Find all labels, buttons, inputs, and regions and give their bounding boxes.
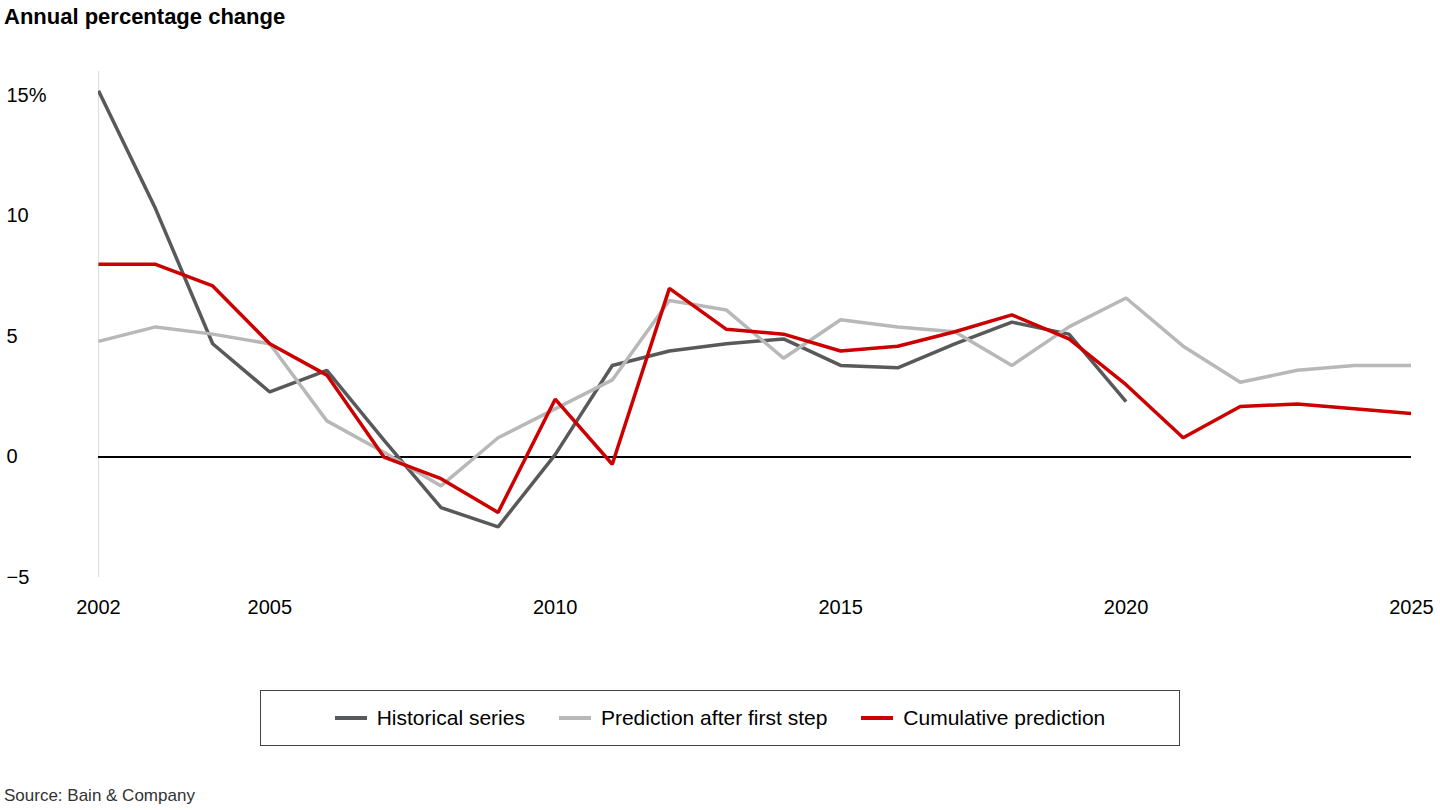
- svg-text:10: 10: [7, 204, 29, 226]
- svg-text:−5: −5: [7, 566, 30, 588]
- svg-text:2020: 2020: [1104, 596, 1149, 618]
- svg-text:15%: 15%: [7, 84, 47, 106]
- html-text:Prediction after first step: Prediction after first step: [600, 706, 828, 729]
- svg-text:0: 0: [7, 445, 18, 467]
- svg-text:5: 5: [7, 325, 18, 347]
- svg-text:2005: 2005: [248, 596, 293, 618]
- svg-text:2010: 2010: [533, 596, 578, 618]
- html-text:Cumulative prediction: Cumulative prediction: [903, 706, 1106, 729]
- html-text:Historical series: Historical series: [376, 706, 525, 729]
- svg-text:2002: 2002: [76, 596, 121, 618]
- svg-text:2015: 2015: [818, 596, 863, 618]
- html-text:Annual percentage change: Annual percentage change: [4, 4, 286, 29]
- html-text:Source: Bain & Company: Source: Bain & Company: [4, 786, 195, 805]
- svg-text:2025: 2025: [1389, 596, 1434, 618]
